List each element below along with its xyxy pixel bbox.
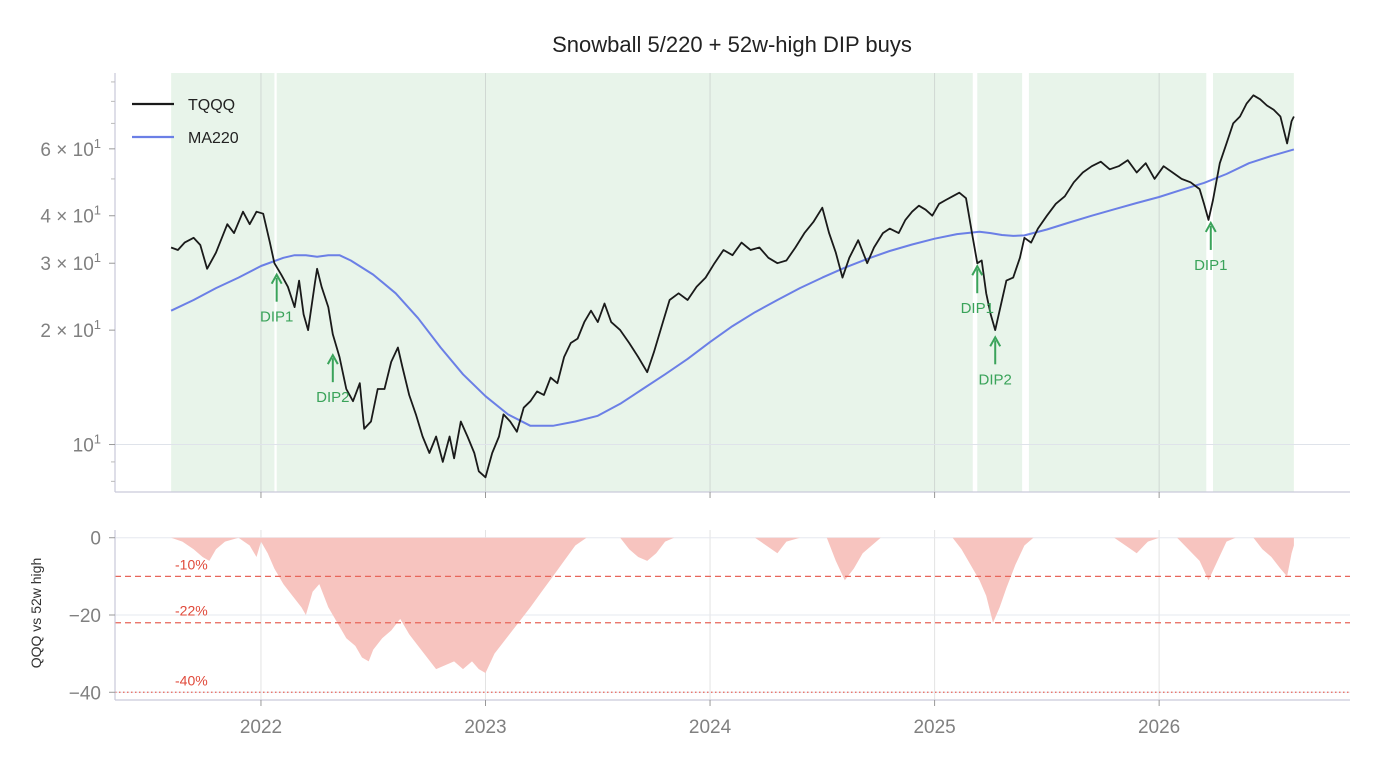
- dip-arrow-head: [1204, 220, 1217, 233]
- legend: TQQQ MA220: [132, 97, 239, 147]
- x-tick-label-2026: 2026: [1138, 717, 1180, 738]
- drawdown-y-tick-label--40: −40: [69, 683, 101, 704]
- legend-label: MA220: [188, 130, 239, 147]
- dip-annotation-4: DIP1: [1194, 220, 1227, 274]
- dip-annotation-1: DIP2: [316, 353, 349, 406]
- dip-arrow-head: [989, 335, 1002, 347]
- dip-label: DIP1: [260, 309, 293, 326]
- dip-label: DIP2: [316, 389, 349, 406]
- regime-shading: [171, 73, 1294, 492]
- dip-arrow-head: [971, 264, 984, 276]
- regime-span-0: [171, 73, 275, 492]
- reference-label-10: -10%: [175, 556, 208, 572]
- drawdown-axes: 0 −20 −40 2022 2023 2024 2025 2026: [69, 529, 1350, 738]
- dip-label: DIP1: [1194, 257, 1227, 274]
- drawdown-area: [171, 537, 1294, 673]
- legend-entry-tqqq: TQQQ: [132, 97, 235, 114]
- price-y-tick-label-40: 4 × 101: [40, 203, 101, 228]
- legend-entry-ma220: MA220: [132, 130, 239, 147]
- drawdown-y-label: QQQ vs 52w high: [28, 558, 44, 669]
- price-axes: 101 2 × 101 3 × 101 4 × 101 6 × 101: [40, 73, 1350, 498]
- drawdown-series: [171, 537, 1294, 673]
- drawdown-y-tick-label--20: −20: [69, 606, 101, 627]
- series-line-ma220: [170, 148, 1295, 427]
- dip-annotation-0: DIP1: [260, 272, 293, 326]
- drawdown-reference-lines: -10% -22% -40%: [115, 556, 1350, 693]
- x-tick-label-2025: 2025: [913, 717, 955, 738]
- series-line-tqqq: [170, 94, 1295, 479]
- price-y-tick-label-30: 3 × 101: [40, 250, 101, 275]
- reference-label-22: -22%: [175, 603, 208, 619]
- dip-annotation-3: DIP2: [979, 335, 1012, 388]
- price-y-tick-label-10: 101: [73, 432, 101, 457]
- reference-label-40: -40%: [175, 672, 208, 688]
- drawdown-panel: -10% -22% -40% 0 −20 −40 2022 2023 2024 2025 2026…: [28, 529, 1350, 738]
- dip-arrow-head: [326, 353, 339, 365]
- regime-span-1: [276, 73, 973, 492]
- price-y-tick-label-20: 2 × 101: [40, 317, 101, 342]
- dip-arrow-head: [270, 272, 283, 285]
- regime-span-4: [1213, 73, 1294, 492]
- drawdown-y-tick-label-0: 0: [90, 529, 101, 550]
- dip-annotation-2: DIP1: [961, 264, 994, 317]
- price-series: [170, 94, 1295, 479]
- dip-label: DIP1: [961, 300, 994, 317]
- x-tick-label-2024: 2024: [689, 717, 732, 738]
- dip-annotations: DIP1 DIP2 DIP1 DIP2 DIP1: [260, 220, 1227, 406]
- legend-label: TQQQ: [188, 97, 235, 114]
- chart-title: Snowball 5/220 + 52w-high DIP buys: [552, 32, 912, 57]
- price-grid: [115, 73, 1350, 492]
- price-y-tick-label-60: 6 × 101: [40, 136, 101, 161]
- x-tick-label-2023: 2023: [464, 717, 506, 738]
- price-panel: DIP1 DIP2 DIP1 DIP2 DIP1 101 2 × 101 3 × 101 4 …: [40, 73, 1350, 498]
- x-tick-label-2022: 2022: [240, 717, 282, 738]
- dip-label: DIP2: [979, 371, 1012, 388]
- regime-span-3: [1028, 73, 1207, 492]
